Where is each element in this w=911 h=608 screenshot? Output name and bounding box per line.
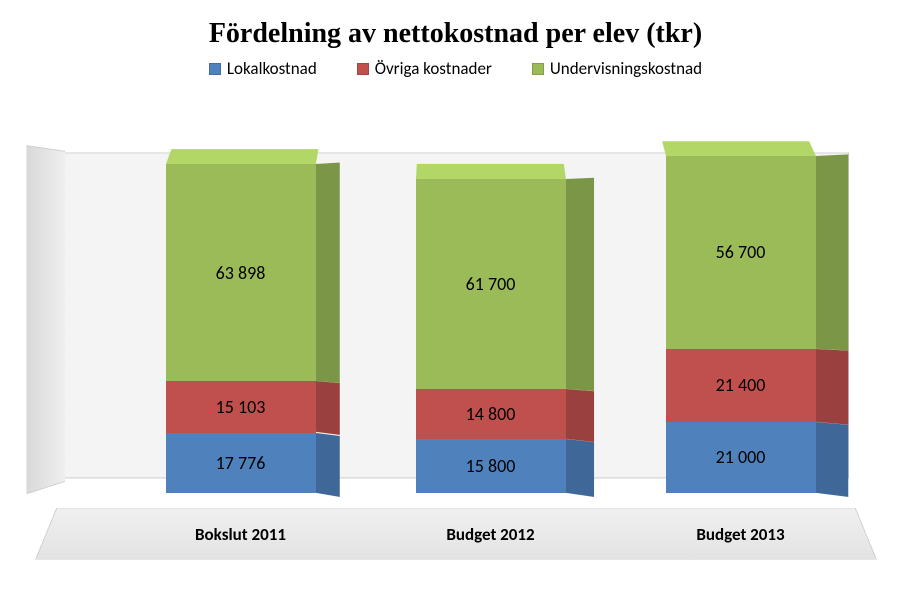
bar-segment: 21 400 bbox=[666, 349, 816, 422]
bar-segment: 15 800 bbox=[416, 439, 566, 493]
bar-face-side bbox=[816, 154, 848, 350]
category-label: Budget 2013 bbox=[631, 524, 851, 545]
legend-swatch-undervisning bbox=[532, 63, 544, 75]
legend-label: Lokalkostnad bbox=[227, 58, 317, 79]
chart-title: Fördelning av nettokostnad per elev (tkr… bbox=[209, 18, 702, 50]
bar-face-side bbox=[566, 389, 594, 442]
bar-face-side bbox=[316, 433, 340, 498]
bar-segment: 17 776 bbox=[166, 433, 316, 493]
bar-face-side bbox=[816, 422, 848, 497]
bar-face-front bbox=[666, 422, 816, 493]
chart-container: Fördelning av nettokostnad per elev (tkr… bbox=[0, 0, 911, 608]
bar-face-side bbox=[316, 381, 340, 435]
bar-face-front bbox=[166, 164, 316, 381]
bar-face-side bbox=[816, 349, 848, 425]
bar-segment: 63 898 bbox=[166, 164, 316, 381]
bar-face-top bbox=[166, 149, 319, 164]
bar-face-top bbox=[416, 164, 566, 179]
bar-face-front bbox=[416, 179, 566, 389]
legend-swatch-lokalkostnad bbox=[209, 63, 221, 75]
bar-segment: 21 000 bbox=[666, 422, 816, 493]
bar-segment: 15 103 bbox=[166, 381, 316, 432]
bar-face-side bbox=[566, 178, 594, 391]
bar-face-front bbox=[416, 389, 566, 439]
legend-label: Undervisningskostnad bbox=[550, 58, 702, 79]
bar-face-side bbox=[316, 162, 340, 383]
category-label: Budget 2012 bbox=[381, 524, 601, 545]
legend-label: Övriga kostnader bbox=[375, 58, 492, 79]
bar-face-front bbox=[166, 381, 316, 432]
chart-scene: 17 77615 10363 898 15 80014 80061 700 21 0… bbox=[36, 93, 876, 553]
category-label: Bokslut 2011 bbox=[131, 524, 351, 545]
bar-segment: 14 800 bbox=[416, 389, 566, 439]
bar-face-side bbox=[566, 439, 594, 497]
legend-item-lokalkostnad: Lokalkostnad bbox=[209, 58, 317, 79]
bar-face-front bbox=[666, 349, 816, 422]
bar-face-top bbox=[662, 141, 816, 156]
legend-item-ovriga: Övriga kostnader bbox=[357, 58, 492, 79]
bar-face-front bbox=[666, 156, 816, 349]
bar-face-front bbox=[166, 433, 316, 493]
bar-face-front bbox=[416, 439, 566, 493]
bar-segment: 56 700 bbox=[666, 156, 816, 349]
legend: Lokalkostnad Övriga kostnader Undervisni… bbox=[209, 58, 702, 79]
bar-segment: 61 700 bbox=[416, 179, 566, 389]
legend-swatch-ovriga bbox=[357, 63, 369, 75]
legend-item-undervisning: Undervisningskostnad bbox=[532, 58, 702, 79]
bars-group: 17 77615 10363 898 15 80014 80061 700 21 0… bbox=[36, 93, 876, 553]
